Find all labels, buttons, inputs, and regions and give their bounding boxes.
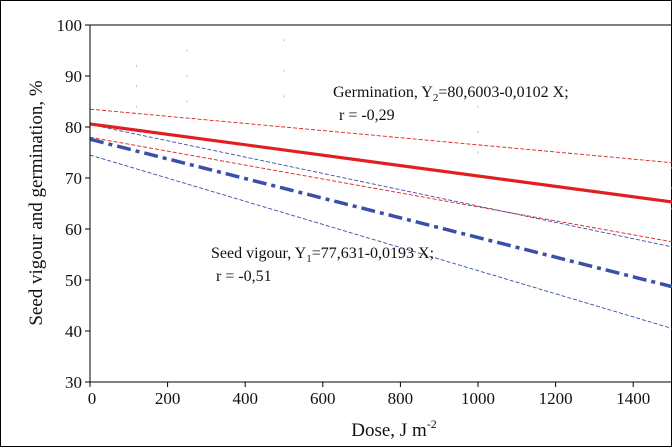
data-point — [477, 131, 479, 134]
data-point — [283, 39, 285, 42]
germination-r-value: r = -0,29 — [339, 107, 395, 124]
vigour-r-value: r = -0,51 — [216, 268, 272, 285]
data-point — [186, 49, 188, 52]
y-tick-label: 100 — [57, 16, 83, 35]
vigour-band-upper-line — [89, 124, 672, 248]
x-tick-label: 600 — [310, 389, 336, 408]
germination-eq-subscript: 2 — [433, 92, 439, 104]
data-point — [477, 105, 479, 108]
data-point — [283, 95, 285, 98]
vigour-regression-line — [89, 137, 672, 289]
germination-eq-part-2: =80,6003-0,0102 X; — [438, 84, 568, 101]
y-tick-label: 50 — [65, 271, 82, 290]
regression-lines — [89, 122, 672, 289]
x-tick-label: 1200 — [539, 389, 573, 408]
x-axis-label: Dose, J m-2 — [351, 417, 436, 441]
x-tick-label: 400 — [232, 389, 258, 408]
data-point — [477, 151, 479, 154]
vigour-equation: Seed vigour, Y1=77,631-0,0193 X; — [211, 245, 434, 265]
vigour-band-lower-line — [89, 154, 672, 329]
vigour-eq-part-1: Seed vigour, Y — [211, 245, 307, 262]
x-tick-label: 0 — [88, 389, 97, 408]
y-tick-label: 70 — [65, 169, 82, 188]
y-axis-label: Seed vigour and germination, % — [26, 80, 47, 326]
data-point — [136, 64, 138, 67]
germination-band-upper-line — [89, 108, 672, 164]
y-axis-ticks: 30 40 50 60 70 80 90 100 — [57, 16, 90, 392]
y-tick-label: 90 — [65, 67, 82, 86]
vigour-eq-subscript: 1 — [306, 253, 312, 265]
confidence-bands — [89, 108, 672, 329]
x-axis-label-superscript: -2 — [427, 417, 437, 431]
y-tick-label: 40 — [65, 322, 82, 341]
germination-regression-line — [89, 122, 672, 204]
y-tick-label: 60 — [65, 220, 82, 239]
x-tick-label: 1000 — [461, 389, 495, 408]
y-tick-label: 80 — [65, 118, 82, 137]
data-point — [283, 69, 285, 72]
data-point — [186, 75, 188, 77]
x-axis-label-text: Dose, J m — [351, 420, 427, 441]
y-tick-label: 30 — [65, 373, 82, 392]
data-points — [136, 39, 672, 210]
x-axis-ticks: 0 200 400 600 800 1000 1200 1400 — [88, 382, 650, 408]
germination-band-lower-line — [89, 136, 672, 243]
x-tick-label: 1400 — [616, 389, 650, 408]
x-tick-label: 200 — [155, 389, 181, 408]
vigour-eq-part-2: =77,631-0,0193 X; — [312, 245, 434, 262]
germination-eq-part-1: Germination, Y — [333, 84, 433, 101]
data-point — [136, 85, 138, 88]
x-tick-label: 800 — [388, 389, 414, 408]
data-point — [136, 105, 138, 108]
data-point — [186, 100, 188, 103]
germination-equation: Germination, Y2=80,6003-0,0102 X; — [333, 84, 569, 104]
